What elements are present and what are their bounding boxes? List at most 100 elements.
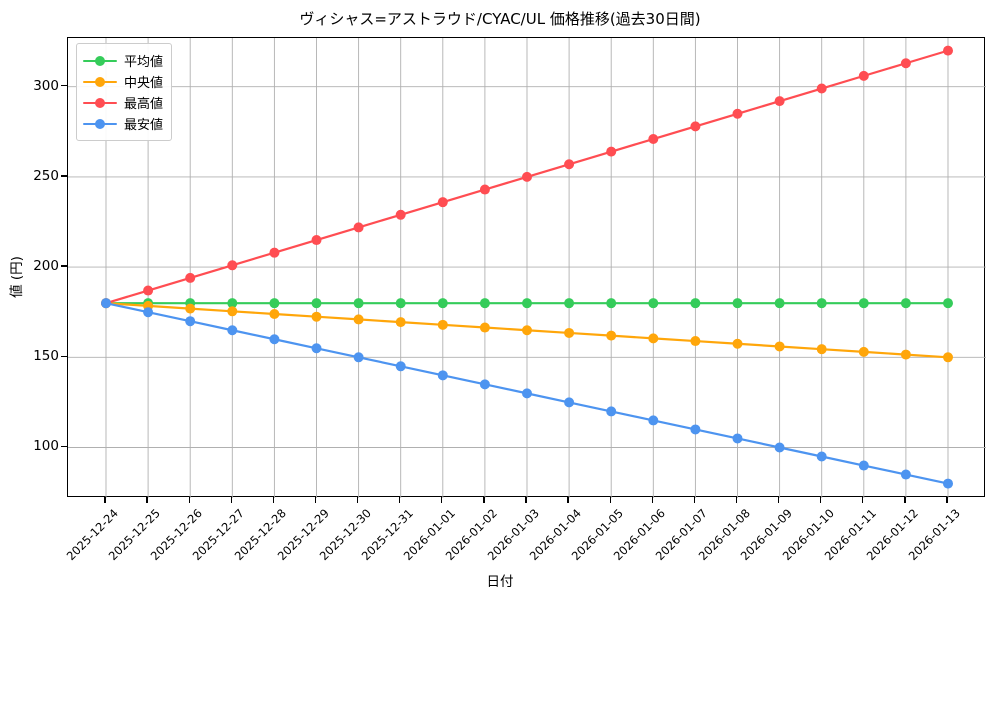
- legend-swatch: [83, 117, 117, 131]
- x-tick-label: 2026-01-06: [611, 506, 669, 564]
- legend-label: 平均値: [124, 55, 164, 70]
- x-tick-label: 2026-01-05: [568, 506, 627, 564]
- data-point: [648, 415, 659, 426]
- x-tick-label: 2026-01-03: [484, 506, 542, 564]
- data-point: [690, 336, 701, 347]
- data-point: [858, 346, 869, 357]
- data-point: [564, 327, 575, 338]
- data-point: [522, 171, 532, 182]
- x-tick-label: 2026-01-12: [863, 506, 921, 564]
- data-point: [269, 247, 280, 258]
- data-point: [690, 298, 701, 309]
- data-point: [269, 334, 280, 345]
- y-tick-label: 300: [33, 77, 59, 94]
- x-tick-label: 2026-01-08: [695, 506, 753, 564]
- legend-marker-icon: [95, 97, 105, 108]
- y-tick-label: 150: [33, 348, 59, 365]
- data-point: [437, 319, 448, 330]
- data-point: [774, 96, 785, 107]
- data-point: [564, 298, 575, 309]
- x-tick-label: 2025-12-28: [232, 506, 290, 564]
- data-series-layer: [101, 45, 953, 489]
- data-point: [943, 478, 953, 489]
- legend-marker-icon: [95, 76, 105, 87]
- x-tick-label: 2025-12-29: [274, 506, 332, 564]
- data-point: [732, 338, 743, 349]
- data-point: [606, 146, 617, 157]
- chart-legend: 平均値中央値 最高値最安値: [76, 43, 173, 141]
- x-tick-label: 2025-12-25: [105, 506, 164, 564]
- data-point: [690, 121, 701, 132]
- legend-item-1[interactable]: 平均値: [83, 50, 163, 71]
- data-point: [564, 159, 575, 170]
- data-point: [479, 298, 490, 309]
- data-point: [353, 222, 364, 233]
- y-tick-label: 100: [33, 438, 59, 455]
- x-tick-label: 2026-01-04: [526, 506, 584, 564]
- data-point: [479, 184, 490, 195]
- data-point: [143, 307, 154, 318]
- data-point: [900, 349, 911, 360]
- data-point: [353, 352, 364, 363]
- data-point: [395, 317, 406, 328]
- chart-title: ヴィシャス=アストラウド/CYAC/UL 価格推移(過去30日間): [299, 10, 701, 28]
- data-point: [606, 406, 617, 417]
- x-tick-label: 2026-01-09: [737, 506, 795, 564]
- data-point: [227, 298, 238, 309]
- plot-area: [67, 37, 986, 498]
- data-point: [816, 344, 827, 355]
- x-tick-label: 2026-01-13: [905, 506, 963, 564]
- data-point: [943, 45, 953, 56]
- data-point: [774, 341, 785, 352]
- data-point: [311, 298, 322, 309]
- data-point: [774, 442, 785, 453]
- x-tick-label: 2025-12-31: [358, 506, 416, 564]
- y-axis-label: 値 (円): [8, 256, 25, 298]
- legend-swatch: [83, 75, 117, 89]
- x-tick-label: 2026-01-10: [779, 506, 837, 564]
- data-point: [648, 298, 659, 309]
- data-point: [185, 303, 196, 314]
- x-tick-label: 2026-01-02: [442, 506, 500, 564]
- legend-item-3[interactable]: 最高値: [83, 92, 163, 113]
- chart-figure: ヴィシャス=アストラウド/CYAC/UL 価格推移(過去30日間) 値 (円) …: [8, 10, 986, 590]
- data-point: [437, 370, 448, 381]
- data-point: [353, 298, 364, 309]
- x-tick-label: 2025-12-30: [316, 506, 374, 564]
- data-point: [816, 451, 827, 462]
- legend-item-2[interactable]: 中央値: [83, 71, 163, 92]
- data-point: [732, 433, 743, 444]
- data-point: [395, 298, 406, 309]
- x-tick-label: 2026-01-07: [653, 506, 711, 564]
- data-point: [732, 298, 743, 309]
- data-point: [522, 325, 532, 336]
- legend-swatch: [83, 96, 117, 110]
- legend-item-4[interactable]: 最安値: [83, 113, 163, 134]
- x-tick-label: 2026-01-01: [400, 506, 458, 564]
- data-point: [606, 298, 617, 309]
- data-point: [943, 298, 953, 309]
- data-point: [311, 343, 322, 354]
- data-point: [732, 108, 743, 119]
- x-tick-label: 2025-12-27: [190, 506, 248, 564]
- data-point: [101, 298, 111, 309]
- data-point: [437, 298, 448, 309]
- data-point: [564, 397, 575, 408]
- data-point: [311, 235, 322, 246]
- x-axis-label: 日付: [486, 574, 514, 590]
- data-point: [690, 424, 701, 435]
- legend-label: 中央値: [124, 76, 164, 91]
- data-point: [311, 311, 322, 322]
- x-tick-label: 2025-12-24: [63, 506, 121, 564]
- data-point: [858, 460, 869, 471]
- data-point: [437, 197, 448, 208]
- data-point: [900, 298, 911, 309]
- data-point: [227, 325, 238, 336]
- y-tick-label: 250: [33, 167, 59, 184]
- legend-label: 最安値: [124, 118, 164, 133]
- data-point: [227, 260, 238, 271]
- data-point: [479, 379, 490, 390]
- data-point: [522, 298, 532, 309]
- data-point: [858, 298, 869, 309]
- data-point: [816, 83, 827, 94]
